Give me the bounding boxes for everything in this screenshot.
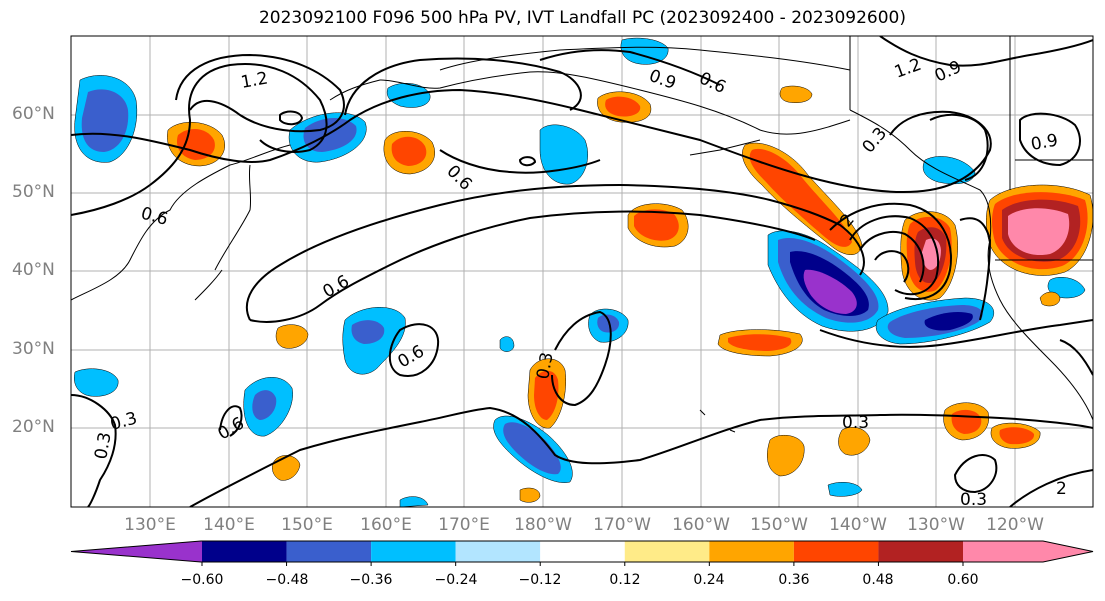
contour-label: 0.9: [1029, 131, 1059, 155]
lon-label: 130°E: [124, 515, 176, 535]
colorbar-segment: [371, 541, 456, 562]
colorbar-tick-label: 0.24: [693, 572, 725, 588]
lon-label: 160°E: [360, 515, 412, 535]
contour-label: 2: [1056, 479, 1067, 499]
colorbar-tick-label: −0.24: [434, 572, 478, 588]
colorbar-segment: [878, 541, 963, 562]
lon-label: 180°W: [514, 515, 572, 535]
filled-anomalies: [74, 37, 1093, 507]
colorbar-segment: [71, 541, 202, 562]
contour-label: 0.3: [842, 413, 869, 433]
map-frame: [70, 35, 1094, 508]
colorbar-tick-label: 0.48: [862, 572, 894, 588]
lon-label: 150°E: [281, 515, 333, 535]
lon-label: 140°W: [829, 515, 887, 535]
lon-label: 140°E: [203, 515, 255, 535]
colorbar-segment: [624, 541, 710, 562]
colorbar-segment: [540, 541, 625, 562]
lon-label: 150°W: [750, 515, 808, 535]
lon-label: 170°W: [593, 515, 651, 535]
contour-label: 1.2: [239, 69, 269, 93]
lon-label: 170°E: [438, 515, 490, 535]
lat-label: 30°N: [12, 339, 55, 359]
colorbar-tick-label: 0.36: [778, 572, 810, 588]
lat-label: 50°N: [12, 182, 55, 202]
colorbar-tick-label: −0.60: [180, 572, 224, 588]
colorbar-segment: [709, 541, 794, 562]
colorbar-segment: [455, 541, 541, 562]
lon-label: 130°W: [907, 515, 965, 535]
colorbar-segment: [793, 541, 879, 562]
colorbar-outline: [70, 540, 1094, 563]
chart-title: 2023092100 F096 500 hPa PV, IVT Landfall…: [258, 8, 906, 28]
lat-label: 20°N: [12, 417, 55, 437]
lon-label: 120°W: [986, 515, 1044, 535]
lat-label: 60°N: [12, 104, 55, 124]
colorbar-segment: [202, 541, 287, 562]
contour-label: 0.3: [91, 431, 115, 461]
lat-label: 40°N: [12, 260, 55, 280]
contour-label: 0.3: [960, 490, 987, 510]
colorbar-tick-label: 0.12: [609, 572, 641, 588]
colorbar-tick-label: −0.36: [349, 572, 393, 588]
lon-label: 160°W: [672, 515, 730, 535]
colorbar-tick-label: 0.60: [947, 572, 979, 588]
colorbar-segment: [963, 541, 1093, 562]
colorbar-segment: [286, 541, 372, 562]
colorbar-tick-label: −0.48: [265, 572, 309, 588]
contour-label: 0.3: [533, 351, 557, 381]
colorbar: [70, 540, 1094, 566]
colorbar-tick-label: −0.12: [518, 572, 562, 588]
pv-contours: [71, 36, 1093, 507]
